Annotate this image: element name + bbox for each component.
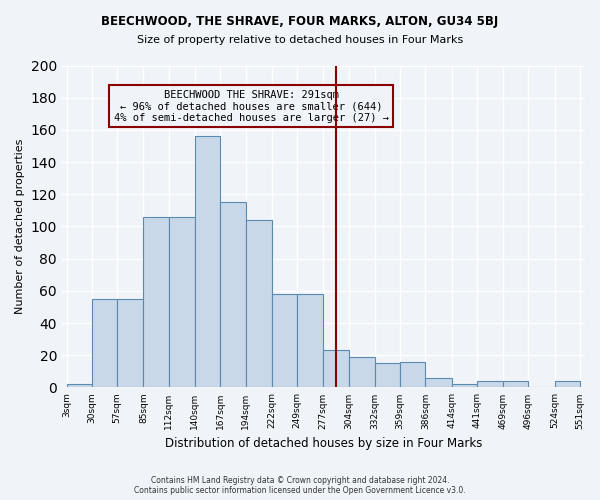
- Bar: [425, 378, 452, 388]
- Bar: [323, 350, 349, 388]
- Bar: [452, 384, 477, 388]
- Bar: [272, 294, 297, 388]
- Bar: [400, 362, 425, 388]
- Y-axis label: Number of detached properties: Number of detached properties: [15, 139, 25, 314]
- Text: BEECHWOOD THE SHRAVE: 291sqm
← 96% of detached houses are smaller (644)
4% of se: BEECHWOOD THE SHRAVE: 291sqm ← 96% of de…: [113, 90, 389, 123]
- Text: Contains HM Land Registry data © Crown copyright and database right 2024.
Contai: Contains HM Land Registry data © Crown c…: [134, 476, 466, 495]
- Bar: [477, 381, 503, 388]
- Bar: [554, 381, 580, 388]
- Bar: [297, 294, 323, 388]
- Bar: [375, 364, 400, 388]
- Bar: [503, 381, 529, 388]
- Bar: [220, 202, 245, 388]
- Bar: [169, 217, 195, 388]
- Bar: [195, 136, 220, 388]
- Text: Size of property relative to detached houses in Four Marks: Size of property relative to detached ho…: [137, 35, 463, 45]
- Text: BEECHWOOD, THE SHRAVE, FOUR MARKS, ALTON, GU34 5BJ: BEECHWOOD, THE SHRAVE, FOUR MARKS, ALTON…: [101, 15, 499, 28]
- Bar: [117, 299, 143, 388]
- X-axis label: Distribution of detached houses by size in Four Marks: Distribution of detached houses by size …: [164, 437, 482, 450]
- Bar: [92, 299, 117, 388]
- Bar: [67, 384, 92, 388]
- Bar: [349, 357, 375, 388]
- Bar: [245, 220, 272, 388]
- Bar: [143, 217, 169, 388]
